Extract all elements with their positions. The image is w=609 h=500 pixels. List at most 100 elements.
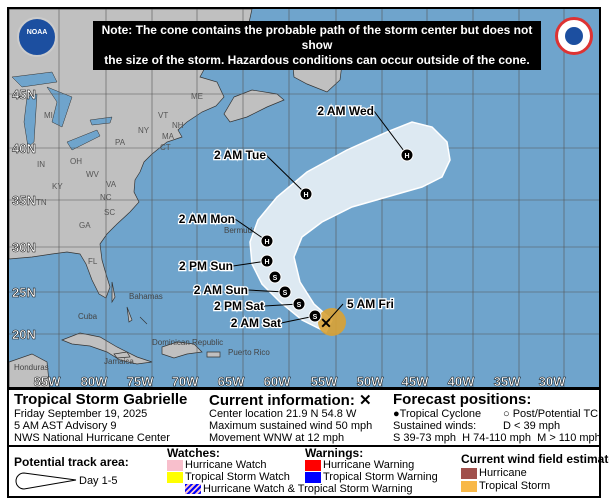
- state-label: GA: [79, 221, 91, 230]
- state-label: WV: [86, 170, 100, 179]
- place-label: Cuba: [78, 312, 98, 321]
- intensity-letter: S: [283, 290, 288, 297]
- forecast-time-label: 2 AM Wed: [317, 104, 374, 118]
- track: 5 AM Fri ✕ 2 AM Sat S 2 PM Sat S 2 AM Sun S S 2 P…: [178, 103, 414, 331]
- combo-legend: Hurricane Watch & Tropical Storm Warning: [185, 483, 412, 495]
- place-label: Bahamas: [129, 292, 163, 301]
- wind-ts-swatch: [461, 480, 477, 492]
- current-title-text: Current information:: [209, 392, 355, 409]
- lon-label: 55W: [311, 374, 338, 389]
- lon-labels: 85W 80W 75W 70W 65W 60W 55W 50W 45W 40W 35W 30W: [33, 374, 566, 389]
- label: Hurricane Warning: [323, 459, 415, 471]
- intensity-letter: S: [273, 275, 278, 282]
- info-panel: Tropical Storm Gabrielle Friday Septembe…: [7, 388, 609, 498]
- tc-legend: ●Tropical Cyclone: [393, 408, 481, 420]
- lon-label: 70W: [172, 374, 199, 389]
- wind-hurricane-swatch: [461, 467, 477, 479]
- forecast-point-icon: [260, 254, 274, 268]
- wind-ts-legend: Tropical Storm: [461, 480, 550, 492]
- place-label: Bermuda: [224, 226, 257, 235]
- state-label: VA: [106, 180, 117, 189]
- lat-label: 40N: [12, 141, 36, 156]
- label-leader: [325, 303, 344, 324]
- track-day: Day 1-5: [79, 475, 118, 487]
- forecast-time-label: 2 PM Sun: [179, 259, 233, 273]
- hurricane-warning-swatch: [305, 459, 321, 471]
- winds-label: Sustained winds:: [393, 420, 477, 432]
- post-label: Post/Potential TC: [512, 408, 599, 420]
- lat-labels: 45N 40N 35N 30N 25N 20N: [12, 87, 36, 343]
- forecast-time-label: 2 AM Sat: [231, 316, 281, 330]
- current-title: Current information: ✕: [209, 393, 372, 409]
- watches-title: Watches:: [167, 446, 220, 460]
- label: Hurricane Watch & Tropical Storm Warning: [203, 483, 413, 495]
- state-label: TN: [36, 198, 47, 207]
- intensity-letter: H: [264, 239, 269, 246]
- label-leader: [265, 154, 307, 195]
- state-label: NY: [138, 126, 150, 135]
- lon-label: 80W: [81, 374, 108, 389]
- lon-label: 35W: [494, 374, 521, 389]
- state-label: NH: [172, 121, 184, 130]
- state-label: KY: [52, 182, 63, 191]
- intensity-letter: H: [264, 259, 269, 266]
- state-label: MA: [162, 132, 175, 141]
- state-label: IN: [37, 160, 45, 169]
- forecast-time-label: 2 AM Tue: [214, 148, 266, 162]
- wind-hurricane-legend: Hurricane: [461, 467, 527, 479]
- hurricane-warning-legend: Hurricane Warning: [305, 459, 414, 471]
- advisory: 5 AM AST Advisory 9: [14, 420, 117, 432]
- lon-label: 30W: [539, 374, 566, 389]
- ts-warning-swatch: [305, 471, 321, 483]
- great-lakes: [11, 71, 113, 151]
- combo-swatch: [185, 484, 201, 495]
- note-line: the size of the storm. Hazardous conditi…: [104, 53, 530, 67]
- forecast-point-icon: [268, 270, 282, 284]
- tc-label: Tropical Cyclone: [399, 408, 482, 420]
- depression-range: D < 39 mph: [503, 420, 561, 432]
- state-label: MI: [44, 111, 53, 120]
- ts-watch-swatch: [167, 471, 183, 483]
- note-line: Note: The cone contains the probable pat…: [101, 23, 533, 52]
- state-label: PA: [115, 138, 126, 147]
- forecast-point-icon: [278, 285, 292, 299]
- forecast-time-label: 5 AM Fri: [347, 297, 394, 311]
- nws-logo: [555, 17, 593, 55]
- state-label: NC: [100, 193, 112, 202]
- label: Tropical Storm: [479, 480, 551, 492]
- forecast-title: Forecast positions:: [393, 391, 532, 408]
- lon-label: 75W: [127, 374, 154, 389]
- map: ME VT NH MA CT NY PA MI OH IN WV VA KY TN NC SC GA FL Ber…: [7, 7, 601, 389]
- place-labels: Bermuda Bahamas Cuba Dominican Republic Puer…: [14, 226, 270, 372]
- label-leader: [373, 110, 408, 156]
- label: Hurricane Watch: [185, 459, 267, 471]
- state-labels: ME VT NH MA CT NY PA MI OH IN WV VA KY TN NC SC GA FL: [36, 92, 203, 266]
- storm-date: Friday September 19, 2025: [14, 408, 148, 420]
- max-wind: Maximum sustained wind 50 mph: [209, 420, 373, 432]
- place-label: Dominican Republic: [152, 338, 223, 347]
- state-label: CT: [160, 143, 171, 152]
- state-label: VT: [158, 111, 168, 120]
- lon-label: 50W: [357, 374, 384, 389]
- lat-label: 30N: [12, 240, 36, 255]
- intensity-letter: S: [297, 302, 302, 309]
- x-icon: ✕: [359, 392, 372, 409]
- movement: Movement WNW at 12 mph: [209, 432, 345, 444]
- post-legend: ○ Post/Potential TC: [503, 408, 598, 420]
- storm-name: Tropical Storm Gabrielle: [14, 391, 188, 408]
- lon-label: 45W: [402, 374, 429, 389]
- tropical-storm-wind-field: [318, 308, 346, 336]
- ts-warning-legend: Tropical Storm Warning: [305, 471, 438, 483]
- forecast-time-label: 2 AM Sun: [194, 283, 248, 297]
- cone-disclaimer: Note: The cone contains the probable pat…: [93, 21, 541, 70]
- lat-label: 20N: [12, 327, 36, 342]
- lat-label: 25N: [12, 285, 36, 300]
- place-label: Puerto Rico: [228, 348, 270, 357]
- warnings-title: Warnings:: [305, 446, 364, 460]
- state-label: ME: [191, 92, 203, 101]
- forecast-point-icon: [260, 234, 274, 248]
- label: Hurricane: [479, 467, 527, 479]
- label: Tropical Storm Warning: [323, 471, 438, 483]
- cone-shape-icon: [15, 472, 77, 490]
- hurricane-watch-legend: Hurricane Watch: [167, 459, 267, 471]
